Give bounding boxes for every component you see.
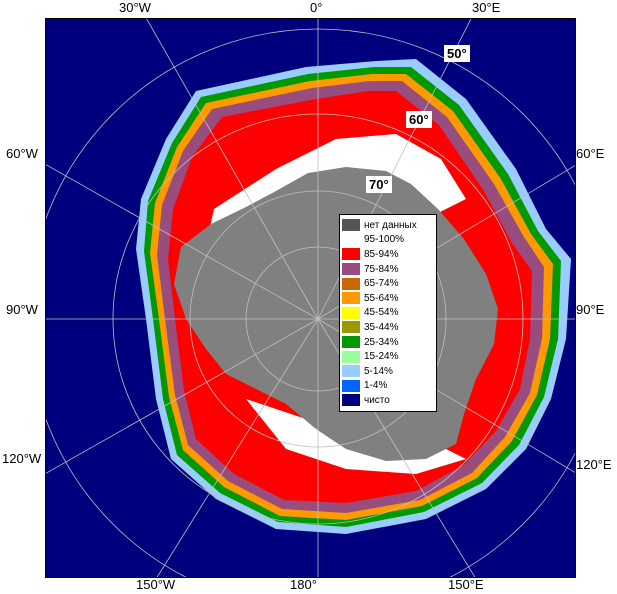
legend-item: 95-100% (342, 233, 434, 248)
legend-swatch (342, 321, 360, 334)
legend-label: 5-14% (364, 365, 393, 377)
meridian-150w (156, 318, 319, 577)
lon-label-150e-bottom: 150°E (448, 577, 484, 592)
concentration-legend: нет данных 95-100% 85-94% 75-84% 65-74% 55-64… (339, 214, 437, 412)
legend-swatch (342, 292, 360, 305)
legend-label: 85-94% (364, 248, 399, 260)
legend-swatch (342, 219, 360, 232)
lon-label-60w: 60°W (6, 146, 38, 161)
lon-label-90w: 90°W (6, 302, 38, 317)
lon-label-150w-bottom: 150°W (136, 577, 176, 592)
legend-label: 75-84% (364, 263, 399, 275)
legend-swatch (342, 336, 360, 349)
legend-item: 65-74% (342, 276, 434, 291)
legend-swatch (342, 350, 360, 363)
lat-label-50: 50° (444, 45, 470, 62)
legend-item: 85-94% (342, 247, 434, 262)
legend-label: 55-64% (364, 292, 399, 304)
lon-label-90e: 90°E (576, 302, 605, 317)
lat-label-70: 70° (366, 176, 392, 193)
legend-swatch (342, 365, 360, 378)
legend-item: 55-64% (342, 291, 434, 306)
sea-ice-map: 50° 60° 70° (45, 18, 576, 578)
map-canvas (46, 19, 575, 577)
legend-label: 15-24% (364, 351, 399, 363)
legend-label: 45-54% (364, 307, 399, 319)
legend-label: 25-34% (364, 336, 399, 348)
legend-swatch (342, 379, 360, 392)
legend-label: 95-100% (364, 234, 405, 246)
legend-item: 75-84% (342, 262, 434, 277)
legend-swatch (342, 277, 360, 290)
legend-item: 1-4% (342, 379, 434, 394)
meridian-120w (46, 318, 319, 474)
legend-item: 45-54% (342, 306, 434, 321)
legend-swatch (342, 394, 360, 407)
legend-label: нет данных (364, 219, 417, 231)
meridian-30w (146, 19, 319, 320)
legend-label: 65-74% (364, 278, 399, 290)
lon-label-180-bottom: 180° (290, 577, 317, 592)
legend-swatch (342, 306, 360, 319)
lon-label-30e-top: 30°E (472, 0, 501, 15)
lon-label-120w: 120°W (2, 451, 42, 466)
legend-item: 35-44% (342, 320, 434, 335)
legend-item: 25-34% (342, 335, 434, 350)
legend-swatch (342, 233, 360, 246)
legend-item: чисто (342, 393, 434, 408)
legend-item: 15-24% (342, 349, 434, 364)
legend-label: 1-4% (364, 380, 388, 392)
legend-item: нет данных (342, 218, 434, 233)
lat-label-60: 60° (406, 111, 432, 128)
legend-swatch (342, 263, 360, 276)
legend-item: 5-14% (342, 364, 434, 379)
lon-label-120e: 120°E (576, 457, 612, 472)
legend-swatch (342, 248, 360, 261)
lon-label-60e: 60°E (576, 146, 605, 161)
legend-label: чисто (364, 394, 390, 406)
legend-label: 35-44% (364, 321, 399, 333)
meridian-60w (46, 164, 319, 320)
lon-label-0-top: 0° (310, 0, 323, 15)
lon-label-30w-top: 30°W (119, 0, 151, 15)
